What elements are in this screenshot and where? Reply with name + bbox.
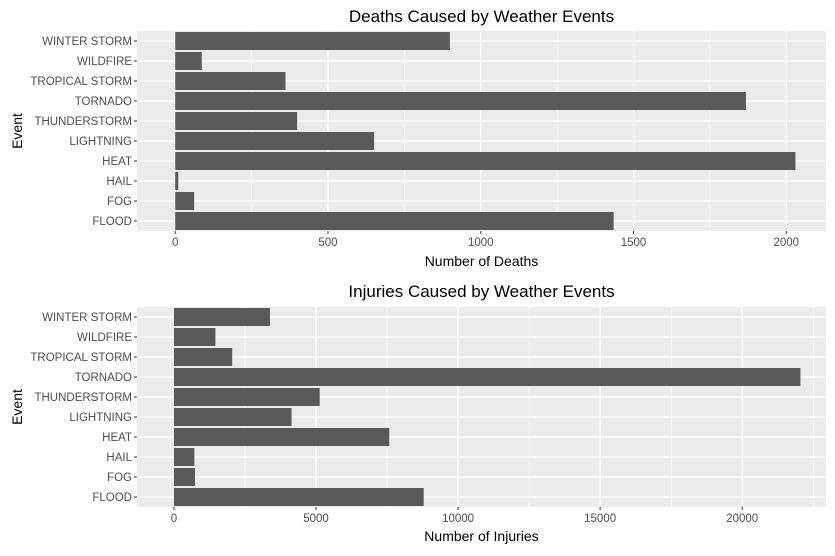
injuries-bar-flood: [173, 488, 424, 506]
injuries-x-tick-label: 15000: [584, 513, 616, 525]
deaths-bar-flood: [175, 212, 614, 230]
deaths-y-tick-label: FLOOD: [92, 216, 132, 228]
deaths-y-tick-label: TROPICAL STORM: [30, 76, 132, 88]
deaths-y-tick-label: WINTER STORM: [42, 36, 132, 48]
deaths-bar-heat: [175, 152, 796, 170]
deaths-x-axis-label: Number of Deaths: [425, 253, 539, 269]
injuries-bar-thunderstorm: [173, 388, 320, 406]
injuries-chart: FLOOD FOG HAIL HEAT LIGHTNING THUNDERSTORM TOR…: [9, 282, 826, 544]
injuries-x-tick-label: 20000: [726, 513, 758, 525]
deaths-bar-winter-storm: [175, 32, 450, 50]
deaths-x-tick-label: 1000: [468, 237, 494, 249]
injuries-y-axis-label: Event: [9, 389, 25, 425]
deaths-bar-lightning: [175, 132, 375, 150]
injuries-bar-lightning: [173, 408, 292, 426]
injuries-bar-tornado: [173, 368, 801, 386]
injuries-y-tick-label: TORNADO: [75, 372, 132, 384]
deaths-y-tick-label: WILDFIRE: [77, 56, 132, 68]
deaths-bar-wildfire: [175, 52, 202, 70]
injuries-bar-heat: [173, 428, 390, 446]
injuries-y-tick-label: LIGHTNING: [69, 412, 132, 424]
injuries-y-tick-label: WILDFIRE: [77, 332, 132, 344]
injuries-bar-wildfire: [173, 328, 216, 346]
injuries-y-tick-label: FOG: [107, 472, 132, 484]
deaths-y-tick-label: LIGHTNING: [69, 136, 132, 148]
deaths-chart-title: Deaths Caused by Weather Events: [349, 7, 614, 26]
injuries-x-tick-label: 10000: [442, 513, 474, 525]
injuries-y-tick-label: HEAT: [102, 432, 132, 444]
deaths-chart: FLOOD FOG HAIL HEAT LIGHTNING THUNDERSTORM TOR…: [9, 7, 826, 269]
injuries-bar-fog: [173, 468, 195, 486]
deaths-bar-tornado: [175, 92, 746, 110]
deaths-bar-thunderstorm: [175, 112, 298, 130]
deaths-y-tick-label: FOG: [107, 196, 132, 208]
deaths-bar-fog: [175, 192, 195, 210]
injuries-bar-winter-storm: [173, 308, 270, 326]
injuries-y-tick-label: THUNDERSTORM: [34, 392, 132, 404]
deaths-x-tick-label: 500: [318, 237, 337, 249]
deaths-y-tick-label: THUNDERSTORM: [34, 116, 132, 128]
deaths-y-tick-label: TORNADO: [75, 96, 132, 108]
injuries-y-tick-label: WINTER STORM: [42, 312, 132, 324]
deaths-y-axis-label: Event: [9, 113, 25, 149]
deaths-bar-tropical-storm: [175, 72, 286, 90]
injuries-plot-panel: [137, 307, 826, 507]
injuries-x-tick-label: 5000: [303, 513, 329, 525]
deaths-x-tick-label: 1500: [621, 237, 647, 249]
injuries-y-tick-label: TROPICAL STORM: [30, 352, 132, 364]
injuries-bar-hail: [173, 448, 195, 466]
injuries-bar-tropical-storm: [173, 348, 233, 366]
injuries-y-tick-label: FLOOD: [92, 492, 132, 504]
deaths-x-tick-label: 2000: [773, 237, 799, 249]
deaths-x-tick-label: 0: [172, 237, 178, 249]
deaths-bar-hail: [175, 172, 179, 190]
injuries-x-axis-label: Number of Injuries: [424, 528, 538, 544]
deaths-y-tick-label: HEAT: [102, 156, 132, 168]
injuries-chart-title: Injuries Caused by Weather Events: [348, 282, 614, 301]
injuries-x-tick-label: 0: [171, 513, 177, 525]
injuries-y-tick-label: HAIL: [106, 452, 132, 464]
deaths-y-tick-label: HAIL: [106, 176, 132, 188]
